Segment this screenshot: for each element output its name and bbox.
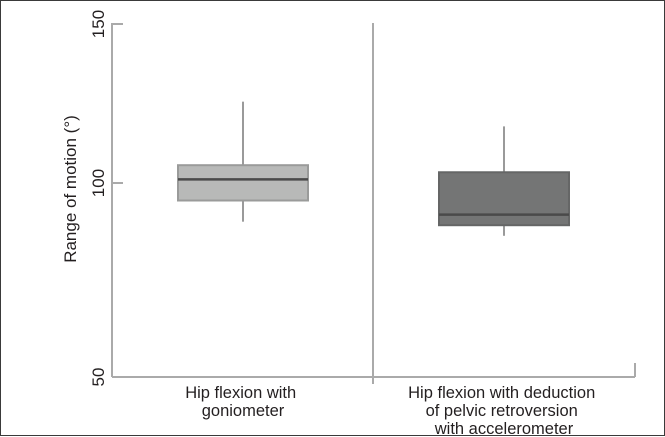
accelerometer-box [438, 171, 570, 227]
y-axis-title: Range of motion (°) [61, 115, 80, 263]
goniometer-box [177, 164, 309, 202]
category-label-goniometer: Hip flexion with goniometer [185, 384, 301, 420]
category-label-accelerometer-line-1: Hip flexion with deduction [408, 384, 595, 402]
y-tick-label-50: 50 [89, 368, 108, 387]
category-label-accelerometer-line-2: of pelvic retroversion [426, 402, 578, 420]
category-label-goniometer-line-2: goniometer [202, 402, 285, 420]
box-group [177, 101, 570, 236]
category-label-accelerometer-line-3: with accelerometer [434, 420, 574, 437]
category-label-goniometer-line-1: Hip flexion with [185, 384, 296, 402]
y-tick-label-150: 150 [89, 10, 108, 38]
category-label-accelerometer: Hip flexion with deduction of pelvic ret… [408, 384, 600, 437]
y-tick-label-100: 100 [89, 169, 108, 197]
